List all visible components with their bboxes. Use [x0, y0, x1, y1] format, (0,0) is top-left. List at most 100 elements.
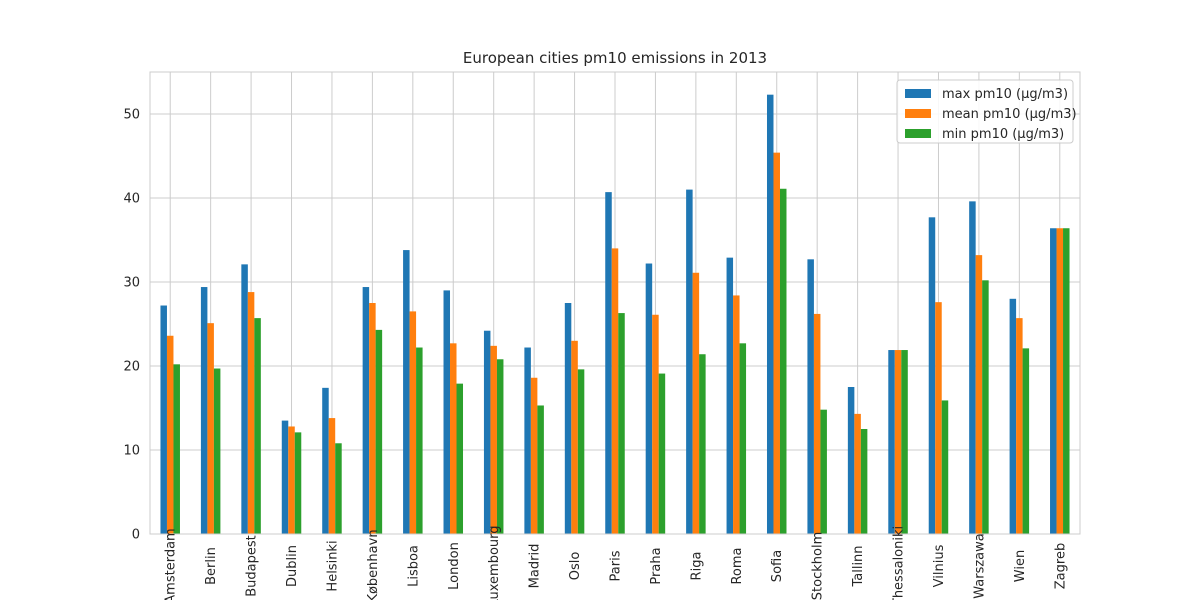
bar-min-2 — [254, 318, 261, 534]
x-tick-label: Sofia — [770, 550, 785, 582]
bar-max-21 — [1009, 298, 1017, 534]
bar-mean-16 — [813, 313, 821, 534]
bar-max-19 — [928, 217, 936, 534]
x-tick-label: Wien — [1013, 550, 1028, 582]
bar-max-10 — [564, 303, 572, 534]
bar-mean-17 — [854, 413, 861, 534]
legend-swatch — [905, 129, 931, 138]
bar-mean-20 — [975, 255, 983, 534]
x-tick-label: Dublin — [285, 545, 300, 587]
bar-min-3 — [294, 432, 302, 534]
bar-mean-11 — [611, 248, 619, 534]
bar-max-5 — [362, 287, 370, 534]
bar-min-14 — [739, 343, 747, 534]
bar-max-18 — [888, 350, 895, 534]
x-tick-label: Paris — [609, 550, 624, 581]
x-tick-label: Tallinn — [851, 545, 866, 587]
x-tick-label: Riga — [689, 552, 704, 581]
x-tick-label: Stockholm — [811, 532, 826, 600]
x-tick-label: København — [366, 529, 381, 600]
bar-max-6 — [403, 250, 410, 534]
bar-max-15 — [766, 94, 774, 535]
bar-max-0 — [160, 305, 167, 534]
x-tick-label: Zagreb — [1053, 543, 1068, 589]
bar-mean-2 — [247, 292, 255, 534]
legend-swatch — [905, 89, 931, 98]
bar-mean-19 — [935, 302, 942, 534]
bar-min-18 — [901, 350, 908, 534]
bar-mean-14 — [733, 295, 740, 534]
x-tick-label: Helsinki — [325, 540, 340, 591]
bar-max-17 — [847, 387, 855, 534]
x-tick-label: Madrid — [528, 544, 543, 589]
bar-min-22 — [1063, 228, 1070, 535]
bar-mean-10 — [571, 340, 578, 534]
bar-mean-21 — [1016, 318, 1023, 534]
bar-mean-22 — [1056, 228, 1064, 535]
x-tick-label: Luxembourg — [487, 525, 502, 600]
legend-swatch — [905, 109, 931, 118]
bar-mean-8 — [490, 345, 497, 534]
bar-min-1 — [213, 368, 221, 534]
bars — [160, 94, 1070, 535]
bar-min-9 — [537, 405, 544, 534]
y-tick-label: 50 — [123, 108, 140, 123]
bar-mean-5 — [369, 303, 376, 534]
x-tick-label: Berlin — [204, 547, 219, 585]
bar-max-12 — [645, 263, 653, 534]
bar-max-22 — [1050, 228, 1057, 535]
legend-label: mean pm10 (μg/m3) — [942, 107, 1077, 122]
y-tick-label: 30 — [123, 276, 140, 291]
bar-mean-3 — [288, 426, 295, 534]
y-tick-label: 0 — [132, 528, 140, 543]
x-tick-label: Praha — [649, 547, 664, 584]
bar-min-4 — [335, 443, 342, 534]
legend-box — [896, 79, 1074, 144]
y-tick-label: 20 — [123, 360, 140, 375]
bar-max-8 — [483, 330, 491, 534]
bar-mean-18 — [894, 350, 902, 534]
bar-min-11 — [618, 313, 625, 534]
x-tick-label: Oslo — [568, 552, 583, 581]
x-tick-label: Roma — [730, 547, 745, 584]
legend-label: min pm10 (μg/m3) — [942, 127, 1064, 142]
bar-mean-6 — [409, 311, 417, 534]
bar-min-21 — [1022, 348, 1030, 534]
bar-min-10 — [577, 369, 585, 534]
bar-max-2 — [241, 264, 248, 534]
bar-mean-0 — [166, 335, 174, 534]
bar-mean-9 — [530, 377, 538, 534]
bar-min-13 — [699, 354, 706, 534]
bar-min-12 — [658, 373, 666, 534]
bar-max-4 — [322, 387, 329, 534]
legend-label: max pm10 (μg/m3) — [942, 87, 1068, 102]
x-tick-label: Vilnius — [932, 544, 947, 587]
bar-min-5 — [375, 329, 383, 534]
y-axis-ticks: 0 10 20 30 40 50 — [123, 108, 140, 543]
x-tick-label: London — [447, 542, 462, 590]
bar-mean-12 — [652, 314, 659, 534]
bar-min-7 — [456, 383, 464, 534]
bar-min-6 — [416, 347, 423, 534]
x-tick-label: Amsterdam — [164, 528, 179, 600]
y-tick-label: 10 — [123, 444, 140, 459]
bar-max-20 — [969, 201, 976, 535]
legend: max pm10 (μg/m3) mean pm10 (μg/m3) min pm1… — [896, 79, 1077, 144]
bar-mean-4 — [328, 418, 336, 534]
bar-max-9 — [524, 347, 531, 534]
x-tick-label: Lisboa — [406, 545, 421, 587]
bar-mean-13 — [692, 272, 700, 534]
bar-max-11 — [605, 192, 612, 534]
bar-mean-7 — [450, 343, 457, 534]
y-tick-label: 40 — [123, 192, 140, 207]
bar-min-16 — [820, 409, 827, 534]
bar-min-19 — [941, 400, 949, 534]
bar-min-17 — [860, 429, 868, 534]
bar-min-20 — [982, 280, 989, 534]
x-tick-label: Thessaloniki — [892, 526, 907, 600]
bar-min-0 — [173, 364, 180, 534]
bar-max-13 — [686, 189, 693, 534]
bar-max-3 — [281, 420, 289, 534]
bar-max-16 — [807, 259, 814, 534]
